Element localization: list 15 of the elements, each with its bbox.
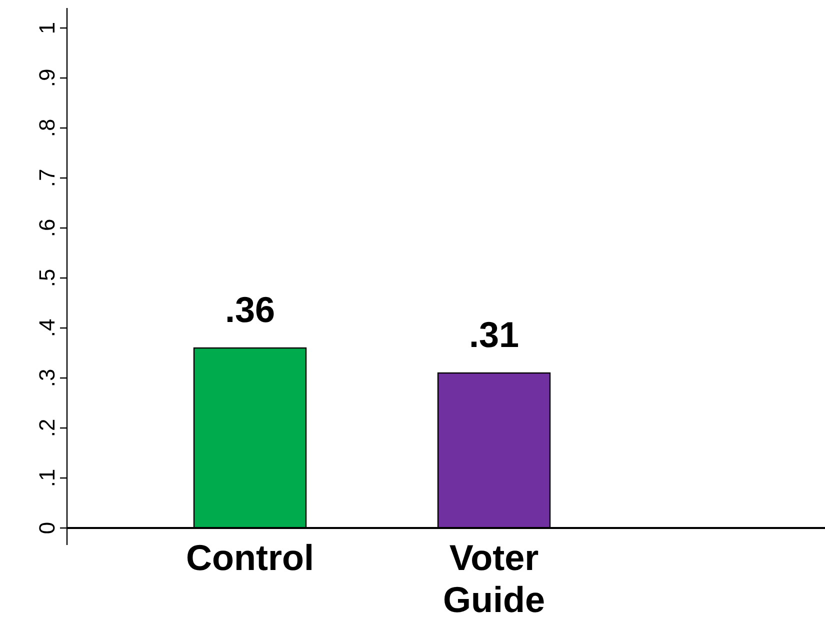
y-tick-label: .3	[34, 368, 60, 388]
y-tick-label: 0	[34, 522, 60, 534]
y-tick-label: .6	[34, 218, 60, 238]
x-tick-label: Control	[186, 537, 314, 578]
y-tick-label: .8	[34, 118, 60, 138]
y-tick-label: .7	[34, 168, 60, 188]
y-tick-label: .1	[34, 468, 60, 488]
data-label: .36	[224, 289, 276, 330]
x-tick-label: Voter Guide	[442, 537, 546, 620]
y-tick-label: .4	[34, 318, 60, 338]
y-tick-label: .9	[34, 68, 60, 88]
data-label: .31	[468, 314, 520, 355]
y-tick-label: .5	[34, 268, 60, 288]
y-tick-label: 1	[34, 22, 60, 34]
y-tick-label: .2	[34, 418, 60, 438]
